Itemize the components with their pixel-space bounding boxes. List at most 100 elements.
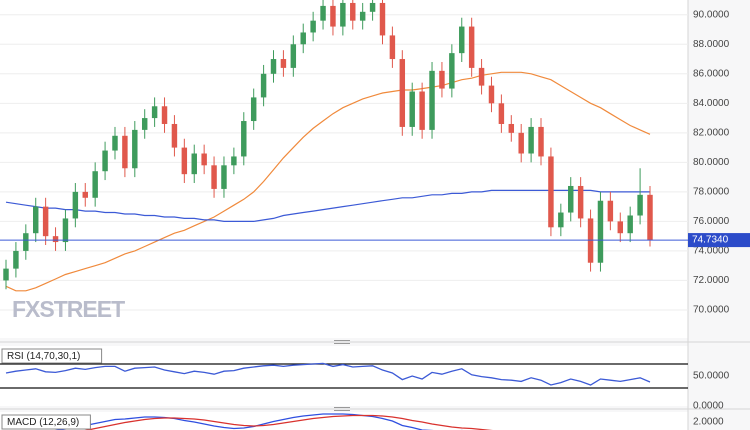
y-tick-label: 84.0000 (693, 98, 730, 109)
y-tick-label: 82.0000 (693, 127, 730, 138)
y-tick-label: 88.0000 (693, 39, 730, 50)
candle-body (320, 5, 326, 21)
candle-body (627, 215, 633, 234)
candle-body (151, 106, 158, 119)
y-tick-label: 86.0000 (693, 68, 730, 79)
candle-body (359, 11, 366, 21)
candle-body (3, 268, 9, 281)
candle-body (637, 194, 643, 216)
candle-body (141, 118, 148, 130)
candle-body (379, 2, 386, 36)
y-tick-label: 0.0000 (693, 401, 724, 412)
candle-body (508, 123, 515, 133)
candle-body (488, 85, 495, 104)
candle-body (260, 73, 267, 98)
candle-body (221, 165, 227, 189)
candle-body (23, 233, 29, 251)
candle-body (32, 206, 39, 234)
watermark: FXSTREET (12, 296, 125, 322)
candle-body (548, 156, 554, 228)
candle-body (498, 103, 505, 124)
candle-body (132, 129, 138, 169)
indicator-title: MACD (12,26,9) (7, 417, 79, 428)
candle-body (340, 2, 346, 27)
candle-body (102, 150, 108, 172)
candle-body (518, 132, 524, 154)
candle-body (161, 106, 168, 124)
indicator-title-box (1, 348, 103, 364)
candle-body (122, 135, 128, 169)
candle-body (280, 59, 287, 68)
candle-body (597, 200, 604, 263)
candle-body (409, 91, 415, 127)
candle-body (647, 194, 653, 241)
indicator-title: RSI (14,70,30,1) (7, 351, 80, 362)
panel-content (0, 362, 688, 389)
candle-body (419, 91, 425, 130)
candle-body (72, 191, 79, 219)
y-tick-label: 78.0000 (693, 187, 730, 198)
y-tick-label: 50.0000 (693, 371, 730, 382)
indicator-title-box (1, 414, 91, 430)
resize-grip[interactable] (334, 340, 350, 411)
y-tick-label: 74.0000 (693, 246, 730, 257)
rsi-panel (0, 346, 688, 406)
y-tick-label: 2.0000 (693, 417, 724, 428)
candle-body (171, 123, 178, 148)
candle-body (310, 20, 316, 33)
candle-body (181, 147, 188, 175)
candle-body (369, 2, 376, 12)
macd-panel (0, 412, 688, 430)
price-panel (0, 0, 688, 338)
candle-body (82, 191, 88, 198)
candle-body (439, 70, 445, 89)
last-price-label: 74.7340 (692, 235, 729, 246)
candle-body (250, 97, 257, 122)
candle-body (468, 26, 475, 68)
y-tick-label: 70.0000 (693, 305, 730, 316)
candle-body (587, 218, 594, 263)
candle-body (270, 59, 277, 74)
series-line (5, 189, 650, 222)
candle-body (399, 59, 406, 127)
candle-body (290, 44, 297, 68)
panel-content (0, 0, 688, 311)
candle-body (241, 121, 247, 157)
candle-body (42, 206, 49, 237)
candle-body (201, 153, 207, 166)
series-line (53, 413, 464, 430)
candle-body (528, 126, 534, 154)
series-line (5, 362, 651, 386)
candle-body (429, 70, 435, 130)
candle-body (350, 2, 356, 21)
candle-body (191, 153, 197, 175)
candle-body (389, 35, 396, 60)
candle-body (478, 67, 485, 86)
candle-body (568, 185, 574, 213)
candle-body (211, 165, 217, 189)
candle-body (112, 135, 118, 151)
series-line (84, 414, 494, 430)
candle-body (92, 171, 98, 198)
candle-body (607, 200, 614, 222)
series-line (5, 71, 651, 292)
candle-body (617, 221, 624, 234)
candle-body (577, 185, 584, 219)
y-tick-label: 90.0000 (693, 9, 730, 20)
y-tick-label: 80.0000 (693, 157, 730, 168)
candle-body (558, 212, 564, 228)
candle-body (300, 32, 306, 45)
y-tick-label: 72.0000 (693, 275, 730, 286)
candle-body (52, 236, 59, 243)
candle-body (62, 218, 69, 243)
y-tick-label: 76.0000 (693, 216, 730, 227)
candle-body (538, 126, 544, 157)
candle-body (449, 53, 455, 89)
last-price-tag (688, 233, 750, 248)
candle-body (13, 250, 19, 269)
candle-body (231, 156, 237, 166)
panel-content (53, 413, 494, 430)
candle-body (330, 5, 336, 27)
candle-body (459, 26, 465, 54)
